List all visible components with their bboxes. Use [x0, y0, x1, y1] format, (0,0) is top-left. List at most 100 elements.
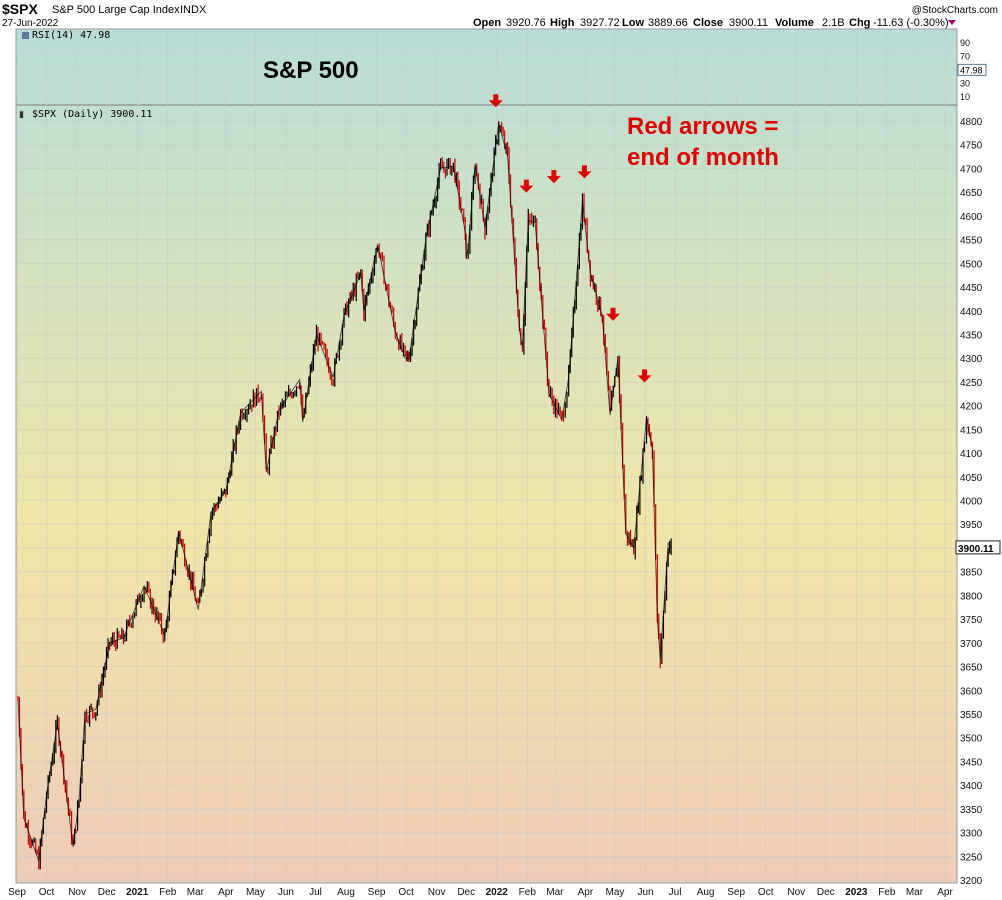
y-tick-label: 4200 [960, 402, 983, 413]
rsi-value-tag: 47.98 [957, 63, 987, 76]
y-tick-label: 3750 [960, 615, 983, 626]
x-tick-label: Dec [817, 887, 835, 898]
high-label: High [550, 17, 575, 29]
index-name: S&P 500 Large Cap Index [52, 4, 180, 16]
x-tick-label: Oct [398, 887, 414, 898]
red-arrow-icon [519, 179, 534, 193]
svg-text:47.98: 47.98 [960, 65, 983, 75]
rsi-tick-label: 90 [960, 38, 970, 48]
chart-background [16, 29, 957, 883]
x-tick-label: Mar [187, 887, 205, 898]
x-tick-label: 2021 [126, 887, 149, 898]
chart-title: S&P 500 [263, 57, 359, 84]
x-tick-label: Jun [637, 887, 653, 898]
x-tick-label: Nov [428, 887, 446, 898]
x-tick-label: Feb [519, 887, 537, 898]
y-tick-label: 4300 [960, 354, 983, 365]
y-tick-label: 4050 [960, 473, 983, 484]
svg-text:3900.11: 3900.11 [958, 544, 994, 555]
y-tick-label: 4700 [960, 164, 983, 175]
red-arrow-icon [637, 369, 652, 383]
y-tick-label: 4400 [960, 307, 983, 318]
rsi-tick-label: 30 [960, 79, 970, 89]
y-tick-label: 3400 [960, 781, 983, 792]
x-tick-label: Jul [309, 887, 322, 898]
last-price-tag: 3900.11 [955, 540, 1001, 555]
y-tick-label: 3650 [960, 663, 983, 674]
annotation-line-2: end of month [627, 144, 779, 171]
chart-date: 27-Jun-2022 [2, 18, 59, 29]
symbol: $SPX [2, 1, 38, 17]
low-label: Low [622, 17, 644, 29]
candle-icon: ▮ [19, 109, 24, 119]
down-triangle-icon [948, 20, 956, 25]
y-tick-label: 3550 [960, 710, 983, 721]
y-tick-label: 4350 [960, 330, 983, 341]
rsi-tick-label: 10 [960, 92, 970, 102]
quote-bar: Open 3920.76 High 3927.72 Low 3889.66 Cl… [473, 17, 956, 29]
y-tick-label: 3200 [960, 876, 983, 887]
x-tick-label: Oct [758, 887, 774, 898]
y-tick-label: 3300 [960, 829, 983, 840]
annotation-line-1: Red arrows = [627, 113, 778, 140]
x-tick-label: Nov [787, 887, 805, 898]
open-label: Open [473, 17, 501, 29]
close-value: 3900.11 [729, 17, 768, 29]
x-tick-label: Dec [98, 887, 116, 898]
volume-value: 2.1B [822, 17, 845, 29]
gridlines [16, 29, 957, 883]
y-tick-label: 3850 [960, 568, 983, 579]
x-tick-label: Jul [669, 887, 682, 898]
price-series [17, 121, 672, 870]
rsi-panel-icon [22, 32, 29, 39]
x-tick-label: Mar [906, 887, 924, 898]
chart-frame [15, 28, 958, 884]
red-arrow-icon [577, 165, 592, 179]
watermark: @StockCharts.com [912, 5, 998, 16]
x-tick-label: Apr [218, 887, 234, 898]
x-tick-label: Apr [937, 887, 953, 898]
y-tick-label: 4100 [960, 449, 983, 460]
x-tick-label: Mar [546, 887, 564, 898]
x-tick-label: Feb [159, 887, 177, 898]
y-tick-label: 4800 [960, 117, 983, 128]
red-arrow-icon [546, 170, 561, 184]
y-tick-label: 4500 [960, 259, 983, 270]
x-tick-label: Aug [337, 887, 355, 898]
red-arrow-icon [606, 307, 621, 321]
y-tick-label: 4650 [960, 188, 983, 199]
low-value: 3889.66 [648, 17, 688, 29]
x-tick-label: Sep [368, 887, 386, 898]
y-tick-label: 3600 [960, 686, 983, 697]
high-value: 3927.72 [580, 17, 620, 29]
x-tick-label: 2023 [845, 887, 868, 898]
y-tick-label: 4150 [960, 425, 983, 436]
y-tick-label: 3250 [960, 852, 983, 863]
price-axis: 3200 3250 3300 3350 3400 3450 3500 3550 3600 3650… [960, 117, 983, 887]
date-axis: Sep Oct Nov Dec 2021 Feb Mar Apr May Jun Jul Aug Sep… [8, 887, 953, 898]
volume-label: Volume [775, 17, 814, 29]
y-tick-label: 4750 [960, 141, 983, 152]
rsi-tick-label: 70 [960, 52, 970, 62]
exchange: INDX [180, 4, 207, 16]
y-tick-label: 4550 [960, 236, 983, 247]
y-tick-label: 3450 [960, 757, 983, 768]
y-tick-label: 3800 [960, 591, 983, 602]
y-tick-label: 3500 [960, 734, 983, 745]
y-tick-label: 4450 [960, 283, 983, 294]
chg-label: Chg [849, 17, 870, 29]
y-tick-label: 4000 [960, 497, 983, 508]
price-line [17, 123, 672, 862]
y-tick-label: 4600 [960, 212, 983, 223]
y-tick-label: 3350 [960, 805, 983, 816]
close-label: Close [693, 17, 723, 29]
x-tick-label: Apr [578, 887, 594, 898]
red-arrow-icon [488, 94, 503, 108]
x-tick-label: Nov [68, 887, 86, 898]
x-tick-label: Oct [39, 887, 55, 898]
x-tick-label: Feb [878, 887, 896, 898]
x-tick-label: May [246, 887, 265, 898]
x-tick-label: Dec [457, 887, 475, 898]
open-value: 3920.76 [506, 17, 546, 29]
x-tick-label: Jun [278, 887, 294, 898]
